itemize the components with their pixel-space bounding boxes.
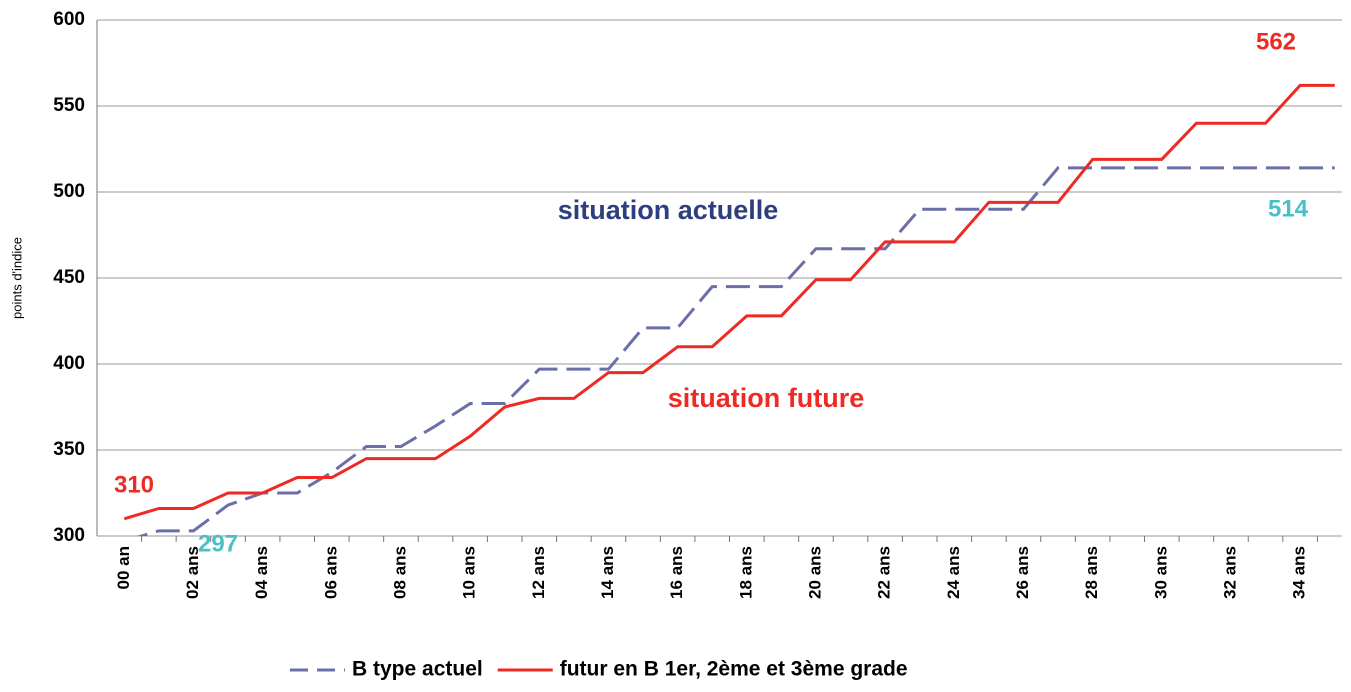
legend-label: B type actuel bbox=[352, 658, 483, 681]
y-tick-label: 500 bbox=[53, 181, 85, 202]
x-tick-label: 28 ans bbox=[1082, 546, 1101, 599]
x-tick-label: 08 ans bbox=[390, 546, 409, 599]
y-tick-label: 350 bbox=[53, 439, 85, 460]
annotation: situation actuelle bbox=[558, 195, 779, 225]
x-tick-label: 18 ans bbox=[736, 546, 755, 599]
data-label: 297 bbox=[198, 530, 238, 557]
series-line bbox=[136, 166, 1335, 536]
x-tick-label: 26 ans bbox=[1013, 546, 1032, 599]
y-axis-label: points d'indice bbox=[9, 237, 24, 319]
y-tick-label: 600 bbox=[53, 9, 85, 30]
y-tick-label: 400 bbox=[53, 353, 85, 374]
x-tick-label: 04 ans bbox=[252, 546, 271, 599]
y-tick-label: 300 bbox=[53, 525, 85, 546]
data-label: 562 bbox=[1256, 28, 1296, 55]
annotation: situation future bbox=[668, 383, 865, 413]
data-label: 310 bbox=[114, 471, 154, 498]
plot-area: 300 350 400 450 500 550 600 00 an 02 ans 04 ans 06… bbox=[53, 9, 1342, 681]
x-tick-label: 24 ans bbox=[944, 546, 963, 599]
x-tick-label: 06 ans bbox=[321, 546, 340, 599]
series-line bbox=[123, 83, 1335, 521]
x-tick-label: 02 ans bbox=[183, 546, 202, 599]
x-tick-label: 22 ans bbox=[875, 546, 894, 599]
x-tick-label: 10 ans bbox=[460, 546, 479, 599]
x-tick-label: 34 ans bbox=[1290, 546, 1309, 599]
x-tick-label: 16 ans bbox=[667, 546, 686, 599]
x-tick-label: 00 an bbox=[114, 546, 133, 589]
x-tick-label: 14 ans bbox=[598, 546, 617, 599]
x-tick-label: 20 ans bbox=[805, 546, 824, 599]
x-tick-label: 32 ans bbox=[1220, 546, 1239, 599]
y-tick-label: 550 bbox=[53, 95, 85, 116]
data-label: 514 bbox=[1268, 195, 1309, 222]
x-tick-label: 12 ans bbox=[529, 546, 548, 599]
y-tick-label: 450 bbox=[53, 267, 85, 288]
x-tick-label: 30 ans bbox=[1151, 546, 1170, 599]
legend-label: futur en B 1er, 2ème et 3ème grade bbox=[560, 658, 908, 681]
